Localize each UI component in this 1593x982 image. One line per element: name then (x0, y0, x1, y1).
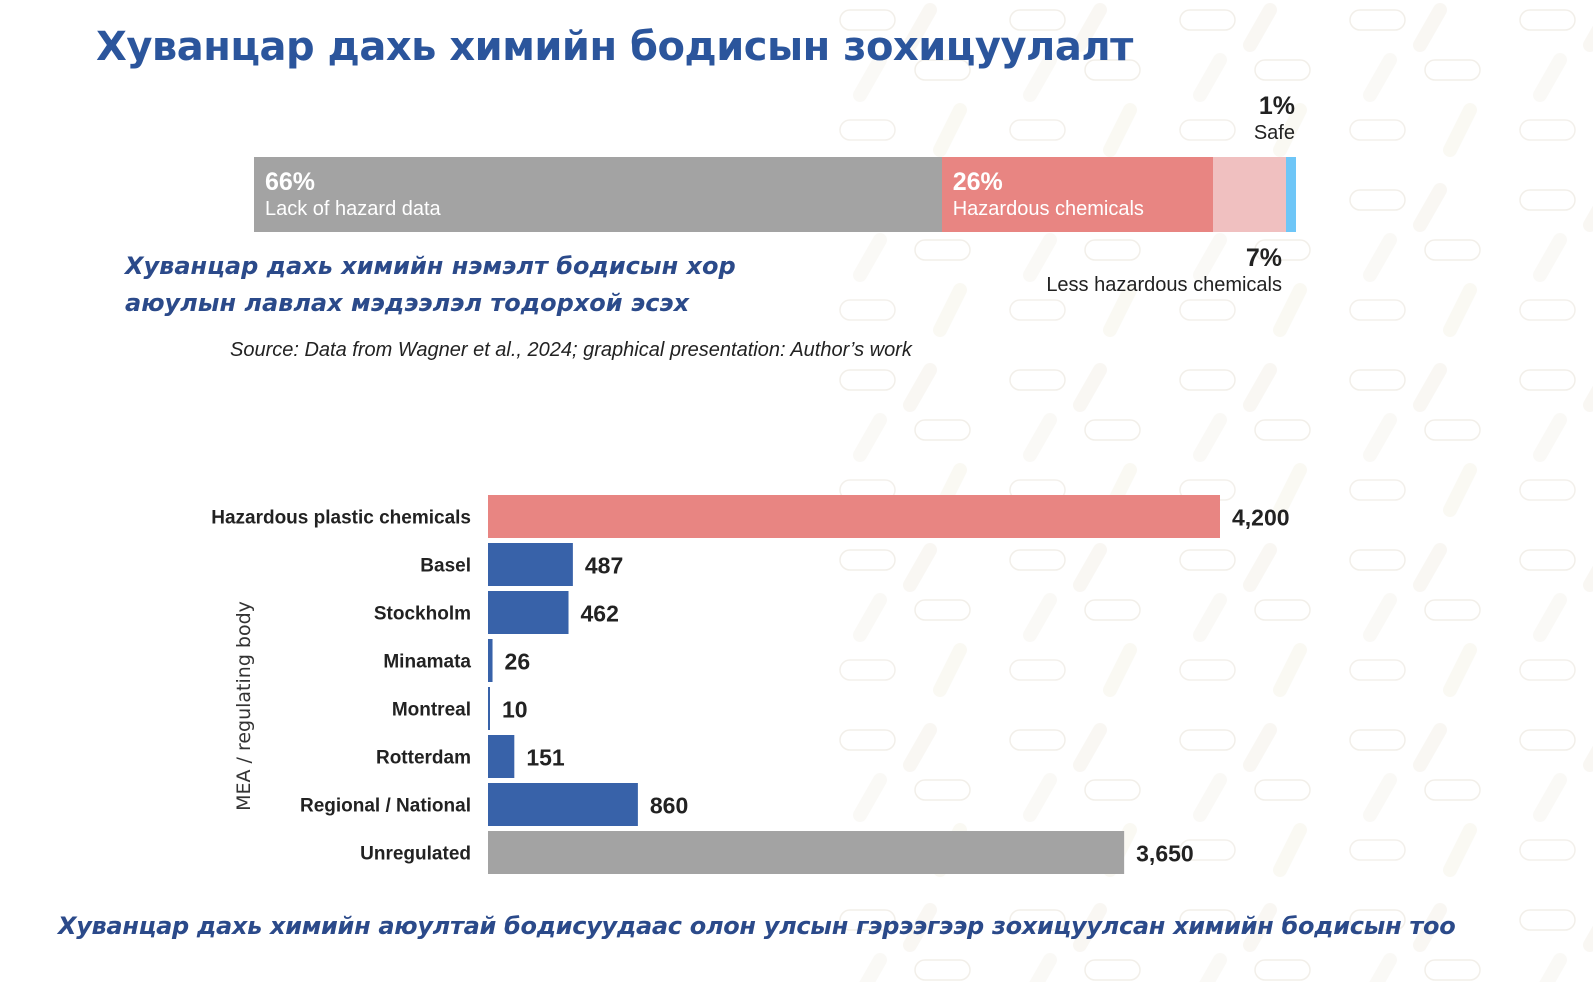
category-label: Minamata (383, 652, 471, 673)
bar-unregulated (488, 831, 1125, 874)
segment-pct: 26% (952, 168, 1003, 196)
segment-lack-of-hazard-data: 66% Lack of hazard data (254, 157, 942, 232)
safe-name: Safe (1253, 122, 1295, 144)
value-label: 10 (502, 697, 528, 723)
safe-label: 1% Safe (1254, 92, 1295, 146)
less-hazardous-label: 7% Less hazardous chemicals (1046, 244, 1282, 298)
category-label: Stockholm (374, 604, 471, 625)
y-axis-label: MEA / regulating body (233, 601, 255, 811)
bar-regional-national (488, 783, 638, 826)
segment-label: 26% Hazardous chemicals (953, 168, 1144, 222)
value-label: 487 (585, 553, 623, 579)
safe-pct: 1% (1258, 92, 1295, 120)
segment-less-hazardous-chemicals (1212, 157, 1286, 232)
category-label: Regional / National (300, 796, 471, 817)
value-label: 3,650 (1136, 841, 1194, 867)
value-label: 151 (526, 745, 565, 771)
bar-basel (488, 543, 573, 586)
category-label: Rotterdam (376, 748, 471, 769)
bar-minamata (488, 639, 493, 682)
bar-rotterdam (488, 735, 515, 778)
subtitle-line: Хуванцар дахь химийн нэмэлт бодисын хор (125, 252, 736, 280)
segment-safe (1285, 157, 1296, 232)
less-hazardous-name: Less hazardous chemicals (1046, 274, 1282, 296)
category-label: Basel (420, 556, 471, 577)
segment-label: 66% Lack of hazard data (265, 168, 441, 222)
bar-hazardous-plastic-chemicals (488, 495, 1220, 538)
segment-name: Hazardous chemicals (952, 198, 1144, 220)
value-label: 860 (650, 793, 688, 819)
value-label: 462 (581, 601, 619, 627)
bar-stockholm (488, 591, 569, 634)
top-chart-subtitle: Хуванцар дахь химийн нэмэлт бодисын хор … (125, 248, 825, 322)
less-hazardous-pct: 7% (1245, 244, 1282, 272)
value-label: 4,200 (1232, 505, 1290, 531)
stacked-bar: 66% Lack of hazard data 26% Hazardous ch… (254, 157, 1296, 232)
bar-montreal (488, 687, 490, 730)
page-title: Хуванцар дахь химийн бодисын зохицуулалт (96, 24, 1133, 70)
value-label: 26 (505, 649, 531, 675)
segment-hazardous-chemicals: 26% Hazardous chemicals (941, 157, 1213, 232)
segment-name: Lack of hazard data (265, 198, 441, 220)
segment-pct: 66% (265, 168, 316, 196)
bottom-chart-caption: Хуванцар дахь химийн аюултай бодисуудаас… (58, 912, 1456, 940)
category-label: Hazardous plastic chemicals (211, 508, 471, 529)
category-label: Montreal (392, 700, 471, 721)
source-note: Source: Data from Wagner et al., 2024; g… (230, 339, 912, 361)
subtitle-line: аюулын лавлах мэдээлэл тодорхой эсэх (125, 289, 690, 317)
category-label: Unregulated (360, 844, 471, 865)
